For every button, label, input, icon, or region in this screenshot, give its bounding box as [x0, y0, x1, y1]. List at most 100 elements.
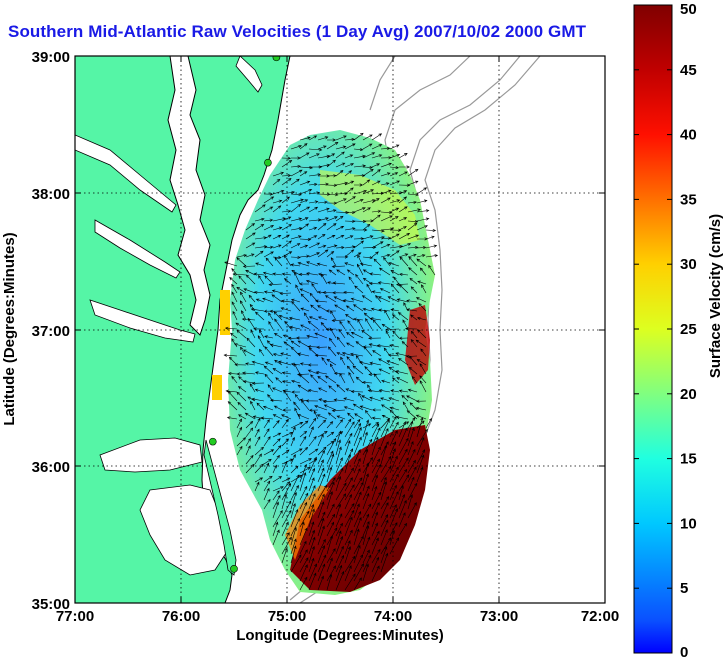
- velocity-arrow: [299, 485, 308, 501]
- velocity-arrow: [353, 477, 363, 492]
- velocity-arrow: [308, 503, 315, 519]
- velocity-arrow: [333, 398, 346, 402]
- velocity-arrow: [245, 274, 256, 285]
- colorbar-tick-label: 35: [680, 191, 697, 208]
- velocity-arrow: [378, 267, 391, 276]
- velocity-arrow: [224, 326, 238, 330]
- velocity-arrow: [390, 270, 400, 276]
- velocity-arrow: [245, 223, 256, 231]
- velocity-arrow: [298, 373, 310, 384]
- velocity-arrow: [344, 573, 356, 591]
- velocity-arrow: [375, 294, 382, 303]
- velocity-arrow: [344, 143, 356, 150]
- velocity-arrow: [408, 267, 418, 276]
- velocity-arrow: [326, 440, 335, 447]
- velocity-arrow: [380, 146, 391, 151]
- velocity-arrow: [353, 189, 368, 195]
- velocity-arrow: [275, 377, 283, 384]
- velocity-arrow: [291, 390, 301, 394]
- velocity-arrow: [335, 215, 344, 222]
- velocity-arrow: [314, 332, 328, 339]
- velocity-arrow: [326, 159, 336, 168]
- velocity-arrow: [380, 236, 392, 240]
- velocity-arrow: [416, 359, 427, 366]
- velocity-arrow: [317, 222, 327, 231]
- velocity-arrow: [273, 405, 283, 411]
- velocity-arrow: [308, 148, 323, 152]
- velocity-arrow: [330, 257, 337, 267]
- velocity-arrow: [254, 417, 261, 429]
- velocity-arrow: [331, 409, 346, 413]
- velocity-arrow: [389, 250, 400, 258]
- velocity-arrow: [398, 457, 409, 474]
- velocity-arrow: [353, 154, 366, 159]
- x-tick-label: 73:00: [480, 608, 518, 625]
- velocity-arrow: [398, 512, 406, 528]
- velocity-arrow: [350, 332, 364, 339]
- velocity-arrow: [299, 136, 311, 141]
- velocity-arrow: [291, 298, 301, 303]
- velocity-arrow: [361, 329, 373, 339]
- velocity-arrow: [398, 427, 408, 447]
- velocity-arrow: [396, 282, 409, 287]
- velocity-arrow: [290, 484, 299, 501]
- velocity-arrow: [308, 316, 319, 321]
- velocity-arrow: [317, 431, 328, 438]
- velocity-arrow: [317, 554, 327, 573]
- velocity-arrow: [371, 522, 378, 537]
- x-tick-label: 77:00: [56, 608, 94, 625]
- velocity-arrow: [407, 448, 416, 465]
- velocity-arrow: [389, 144, 400, 150]
- velocity-arrow: [371, 235, 385, 240]
- velocity-arrow: [343, 397, 355, 402]
- velocity-arrow: [407, 220, 419, 224]
- velocity-arrow: [362, 536, 371, 555]
- velocity-arrow: [307, 389, 319, 393]
- velocity-arrow: [350, 297, 364, 303]
- velocity-arrow: [310, 304, 319, 312]
- velocity-arrow: [380, 397, 391, 402]
- velocity-arrow: [371, 501, 380, 519]
- velocity-arrow: [308, 563, 317, 582]
- velocity-arrow: [407, 427, 415, 447]
- velocity-arrow: [371, 436, 379, 456]
- velocity-arrow: [398, 485, 404, 501]
- velocity-arrow: [272, 486, 284, 492]
- colorbar-tick-label: 50: [680, 1, 697, 18]
- velocity-arrow: [236, 254, 248, 258]
- velocity-arrow: [264, 346, 274, 357]
- velocity-arrow: [324, 295, 337, 303]
- velocity-arrow: [389, 537, 400, 555]
- velocity-arrow: [300, 399, 310, 411]
- velocity-arrow: [353, 317, 364, 321]
- velocity-arrow: [353, 304, 364, 312]
- x-axis-label: Longitude (Degrees:Minutes): [236, 627, 444, 644]
- velocity-arrow: [425, 417, 432, 429]
- velocity-arrow: [281, 547, 288, 564]
- velocity-arrow: [279, 291, 292, 296]
- velocity-arrow: [281, 532, 290, 546]
- velocity-arrow: [281, 449, 290, 456]
- velocity-arrow: [377, 281, 391, 285]
- velocity-arrow: [278, 360, 292, 366]
- velocity-arrow: [343, 290, 355, 294]
- velocity-arrow: [229, 277, 238, 285]
- velocity-arrow: [254, 388, 265, 393]
- velocity-arrow: [344, 432, 353, 447]
- velocity-arrow: [323, 404, 337, 411]
- velocity-arrow: [272, 414, 283, 420]
- velocity-arrow: [409, 355, 418, 366]
- velocity-arrow: [405, 354, 418, 358]
- velocity-arrow: [290, 503, 296, 519]
- velocity-arrow: [428, 264, 436, 276]
- velocity-arrow: [253, 290, 265, 294]
- velocity-arrow: [281, 493, 287, 510]
- velocity-arrow: [418, 303, 427, 312]
- velocity-arrow: [268, 282, 283, 287]
- velocity-arrow: [281, 174, 292, 178]
- velocity-arrow: [245, 232, 256, 240]
- velocity-arrow: [371, 565, 380, 582]
- velocity-arrow: [294, 393, 301, 402]
- velocity-arrow: [249, 303, 256, 312]
